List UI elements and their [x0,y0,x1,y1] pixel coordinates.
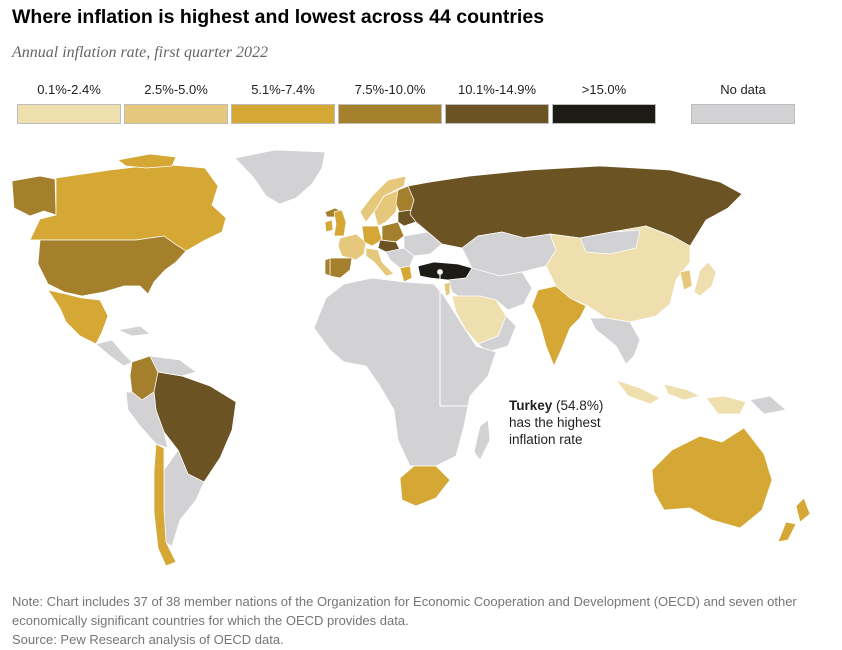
legend-item-1: 0.1%-2.4% [17,82,121,124]
region-turkey [417,261,473,281]
region-canada [29,163,227,252]
callout-country: Turkey [509,398,553,413]
region-madagascar [473,419,491,461]
legend-item-6: >15.0% [552,82,656,124]
legend-swatch-5 [445,104,549,124]
world-map-svg: Turkey (54.8%) has the highest inflation… [11,149,811,567]
legend-label-3: 5.1%-7.4% [251,82,315,97]
world-map: Turkey (54.8%) has the highest inflation… [0,130,842,575]
region-south-africa [399,465,451,507]
legend-swatch-6 [552,104,656,124]
legend-item-2: 2.5%-5.0% [124,82,228,124]
region-alaska [11,175,57,217]
region-france [337,233,367,261]
callout-leader-line [439,272,504,407]
legend: 0.1%-2.4% 2.5%-5.0% 5.1%-7.4% 7.5%-10.0%… [0,82,842,126]
legend-label-7: No data [720,82,766,97]
region-png [749,395,787,415]
region-new-zealand [777,497,811,543]
region-japan [693,261,717,297]
legend-swatch-3 [231,104,335,124]
chart-title: Where inflation is highest and lowest ac… [12,6,545,28]
region-mexico [47,289,109,345]
legend-swatch-1 [17,104,121,124]
region-canada-islands [117,153,177,169]
region-greece [399,265,413,283]
legend-item-4: 7.5%-10.0% [338,82,442,124]
callout-line-2: has the highest [509,415,601,430]
legend-swatch-2 [124,104,228,124]
region-spain [329,257,353,279]
source-text: Source: Pew Research analysis of OECD da… [12,632,284,647]
region-chile [153,443,177,567]
legend-label-1: 0.1%-2.4% [37,82,101,97]
legend-label-4: 7.5%-10.0% [354,82,426,97]
callout-line-3: inflation rate [509,432,583,447]
legend-label-6: >15.0% [581,82,627,97]
legend-swatch-4 [338,104,442,124]
region-australia [651,427,773,529]
region-brazil [153,371,237,483]
legend-item-3: 5.1%-7.4% [231,82,335,124]
region-uk [333,209,347,237]
legend-item-7: No data [691,82,795,124]
callout-line-1: Turkey (54.8%) [509,398,603,413]
legend-swatch-7 [691,104,795,124]
note-text: Note: Chart includes 37 of 38 member nat… [12,594,797,628]
region-mongolia [579,229,641,255]
region-russia [407,165,743,249]
region-norway [359,175,407,223]
region-portugal [324,257,331,277]
legend-label-2: 2.5%-5.0% [144,82,208,97]
region-poland [381,221,405,243]
region-africa [313,277,497,467]
footnote: Note: Chart includes 37 of 38 member nat… [12,592,822,649]
legend-item-5: 10.1%-14.9% [445,82,549,124]
region-china [545,225,691,323]
region-central-america [95,339,133,367]
region-korea [679,269,693,291]
region-indonesia [615,379,747,415]
region-israel [443,281,451,297]
region-germany [361,225,383,247]
legend-label-5: 10.1%-14.9% [457,82,537,97]
chart-subtitle: Annual inflation rate, first quarter 202… [12,44,269,61]
region-greenland [234,149,326,205]
region-usa [37,235,187,297]
region-italy [365,247,395,277]
region-caribbean [116,325,151,337]
region-ireland [324,219,334,233]
callout-value: (54.8%) [556,398,603,413]
region-southeast-asia [589,317,641,365]
